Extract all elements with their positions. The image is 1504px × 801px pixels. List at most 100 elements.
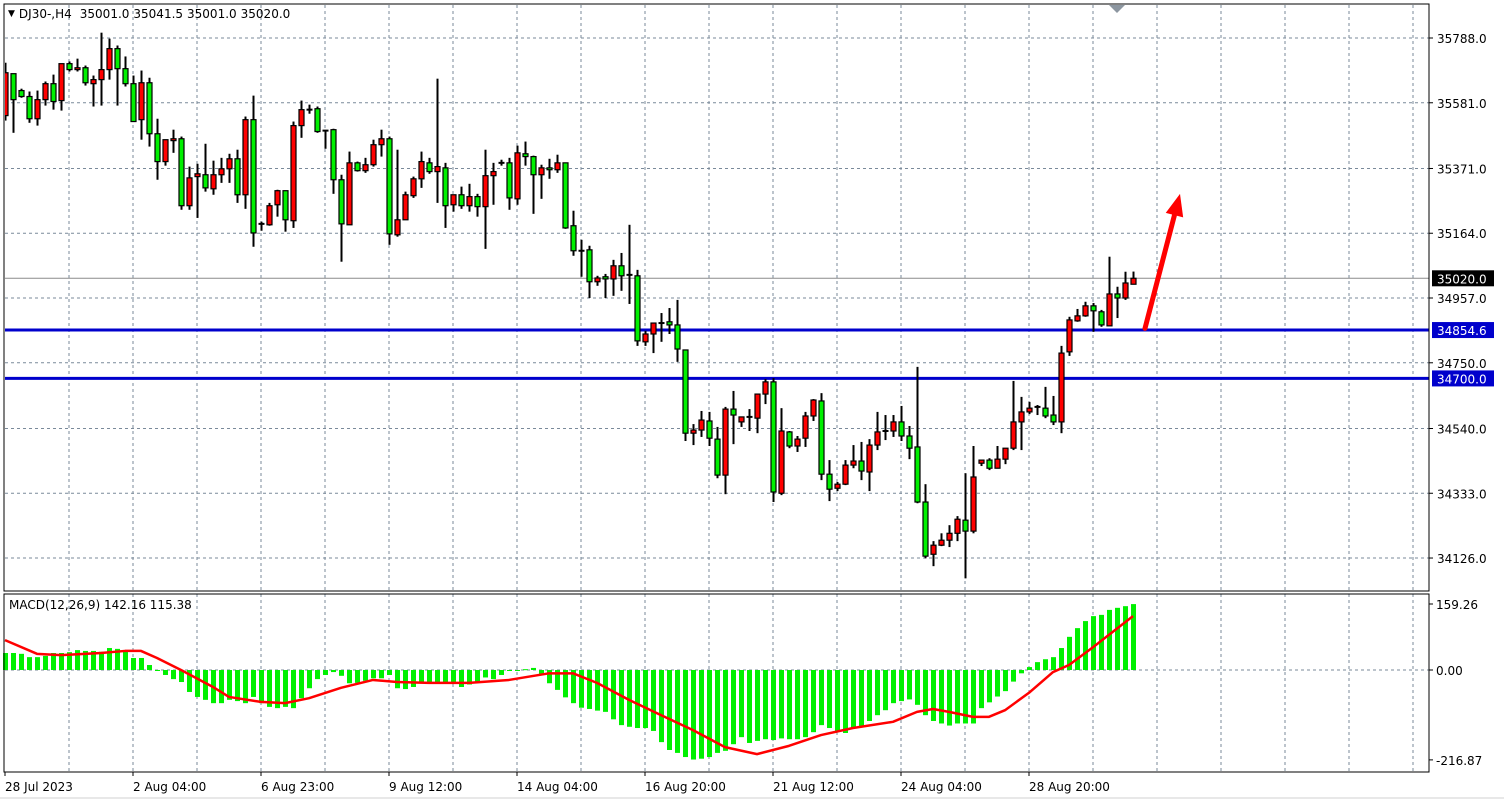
macd-histogram-bar: [723, 670, 728, 751]
candle-body: [314, 108, 321, 133]
candle-body: [378, 138, 385, 146]
axes: 35788.0 35581.0 35371.0 35164.0 34957.0 34750…: [0, 3, 1504, 799]
time-axis-label: 16 Aug 20:00: [645, 780, 726, 794]
candle: [50, 74, 57, 110]
candle: [986, 458, 993, 471]
macd-histogram-bar: [931, 670, 936, 721]
macd-histogram-bar: [27, 657, 32, 670]
candle: [802, 411, 809, 447]
candle: [410, 176, 417, 198]
macd-histogram-bar: [499, 670, 504, 675]
macd-histogram-bar: [787, 670, 792, 740]
candle-body: [738, 416, 745, 423]
macd-histogram-bar: [771, 670, 776, 741]
candle-body: [642, 333, 649, 343]
macd-histogram-bar: [587, 670, 592, 709]
candle: [746, 409, 753, 431]
candle: [42, 81, 49, 106]
candle-body: [162, 139, 169, 163]
candle: [866, 439, 873, 492]
candle: [1058, 345, 1065, 434]
candle-body: [282, 190, 289, 221]
candle-body: [210, 174, 217, 190]
macd-histogram-bar: [267, 670, 272, 707]
macd-histogram-bar: [571, 670, 576, 704]
macd-histogram-bar: [171, 670, 176, 680]
candle: [698, 410, 705, 437]
candle: [898, 405, 905, 442]
candle-body: [570, 225, 577, 252]
macd-histogram-bar: [843, 670, 848, 734]
macd-histogram-bar: [107, 648, 112, 670]
candle: [82, 65, 89, 86]
candle-body: [458, 194, 465, 207]
candle-body: [730, 408, 737, 416]
candle-body: [922, 501, 929, 557]
candle: [10, 73, 17, 133]
candle: [394, 149, 401, 237]
candle-body: [714, 438, 721, 476]
candle-body: [226, 158, 233, 170]
macd-histogram-bar: [475, 670, 480, 683]
candle-body: [690, 429, 697, 434]
annotations[interactable]: [1142, 193, 1184, 331]
triangle-down-icon[interactable]: ▼: [8, 9, 15, 19]
macd-histogram-bar: [283, 670, 288, 707]
candle: [922, 484, 929, 559]
candle: [1130, 271, 1137, 285]
macd-histogram-bar: [371, 670, 376, 679]
candle: [778, 408, 785, 496]
candle-body: [154, 133, 161, 163]
candle: [930, 541, 937, 567]
candle-body: [914, 446, 921, 503]
candle: [602, 273, 609, 299]
candle-body: [906, 435, 913, 449]
macd-histogram-bar: [179, 670, 184, 683]
candle-body: [370, 144, 377, 166]
macd-histogram-bar: [227, 670, 232, 700]
candle-body: [202, 174, 209, 189]
candle-body: [650, 322, 657, 335]
macd-histogram-bar: [203, 670, 208, 700]
candle-body: [842, 464, 849, 485]
candle-body: [426, 162, 433, 173]
candle: [362, 157, 369, 173]
time-axis-label: 2 Aug 04:00: [133, 780, 206, 794]
macd-histogram-bar: [443, 670, 448, 684]
candle: [210, 160, 217, 195]
macd-histogram-bar: [811, 670, 816, 733]
candle: [1114, 286, 1121, 319]
candle: [1106, 256, 1113, 327]
macd-histogram-bar: [307, 670, 312, 689]
candle: [1098, 309, 1105, 327]
price-axis-label: 35788.0: [1437, 32, 1487, 46]
candle: [578, 239, 585, 277]
candle: [354, 161, 361, 172]
macd-histogram-bar: [259, 670, 264, 704]
macd-histogram-bar: [139, 657, 144, 670]
candle: [178, 136, 185, 210]
candle-body: [386, 138, 393, 235]
candle: [74, 58, 81, 72]
candle: [1018, 396, 1025, 451]
candle: [610, 259, 617, 296]
up-arrow-head-icon: [1165, 193, 1184, 218]
candle: [994, 446, 1001, 469]
candle-body: [218, 168, 225, 176]
current-price-label: 35020.0: [1437, 272, 1487, 286]
candle-body: [682, 349, 689, 434]
macd-histogram-bar: [891, 670, 896, 704]
candle-body: [394, 219, 401, 236]
candle: [570, 210, 577, 256]
macd-histogram-bar: [1027, 667, 1032, 670]
macd-histogram-bar: [395, 670, 400, 689]
candle: [314, 106, 321, 133]
candle: [506, 157, 513, 210]
candle: [674, 299, 681, 362]
candle: [498, 159, 505, 166]
candle: [682, 349, 689, 442]
candle-body: [130, 83, 137, 123]
price-axis-label: 35581.0: [1437, 97, 1487, 111]
candle-body: [1114, 293, 1121, 299]
